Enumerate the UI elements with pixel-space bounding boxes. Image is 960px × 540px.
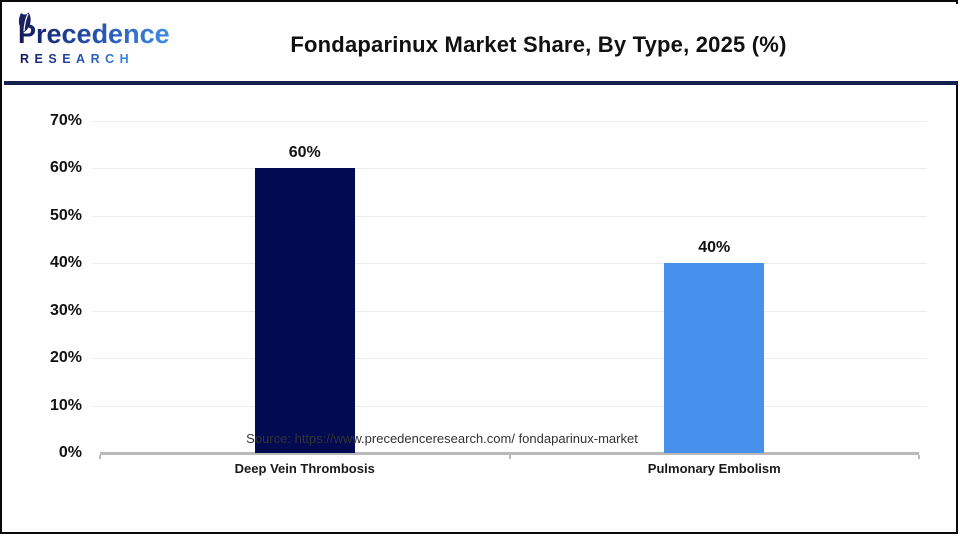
gridline-70% xyxy=(92,121,927,122)
bar-pulmonary-embolism xyxy=(664,263,765,453)
x-axis-category-label: Deep Vein Thrombosis xyxy=(234,461,375,476)
bar-value-label: 40% xyxy=(698,239,731,257)
bar-chart: 0% 10% 20% 30% 40% 50% 60% 70% 60% Deep Vein Thro… xyxy=(2,86,960,536)
gridline-40% xyxy=(92,263,927,265)
gridline-30% xyxy=(92,310,927,312)
leaf-vein xyxy=(23,13,29,32)
logo-subtext: RESEARCH xyxy=(20,52,134,66)
x-axis-tick xyxy=(508,455,511,459)
x-axis-category-label: Pulmonary Embolism xyxy=(647,461,781,476)
y-axis-tick-label: 50% xyxy=(49,206,82,224)
x-axis-tick xyxy=(918,455,920,459)
x-axis-tick xyxy=(99,455,101,459)
header: Precedence RESEARCH Fondaparinux Market … xyxy=(4,4,958,81)
gridline-60% xyxy=(92,168,927,170)
bar-value-label: 60% xyxy=(288,144,321,162)
y-axis-tick-label: 10% xyxy=(49,396,82,414)
x-axis-line xyxy=(100,452,919,455)
precedence-research-logo: Precedence RESEARCH xyxy=(18,10,188,75)
y-axis-tick-label: 30% xyxy=(49,301,82,319)
source-citation: Source: https://www.precedenceresearch.c… xyxy=(246,431,638,446)
gridline-10% xyxy=(92,405,927,407)
y-axis-tick-label: 70% xyxy=(49,112,82,129)
bar-deep-vein-thrombosis xyxy=(254,168,355,453)
gridline-50% xyxy=(92,215,927,217)
y-axis-tick-label: 0% xyxy=(58,444,82,461)
logo-wordmark: Precedence xyxy=(18,19,170,49)
chart-title: Fondaparinux Market Share, By Type, 2025… xyxy=(290,32,787,57)
gridline-20% xyxy=(92,358,927,360)
header-divider xyxy=(4,81,958,85)
logo-graphic: Precedence RESEARCH xyxy=(18,12,170,66)
y-axis-tick-label: 60% xyxy=(49,159,82,177)
y-axis-tick-label: 40% xyxy=(49,254,82,272)
y-axis-tick-label: 20% xyxy=(49,349,82,367)
